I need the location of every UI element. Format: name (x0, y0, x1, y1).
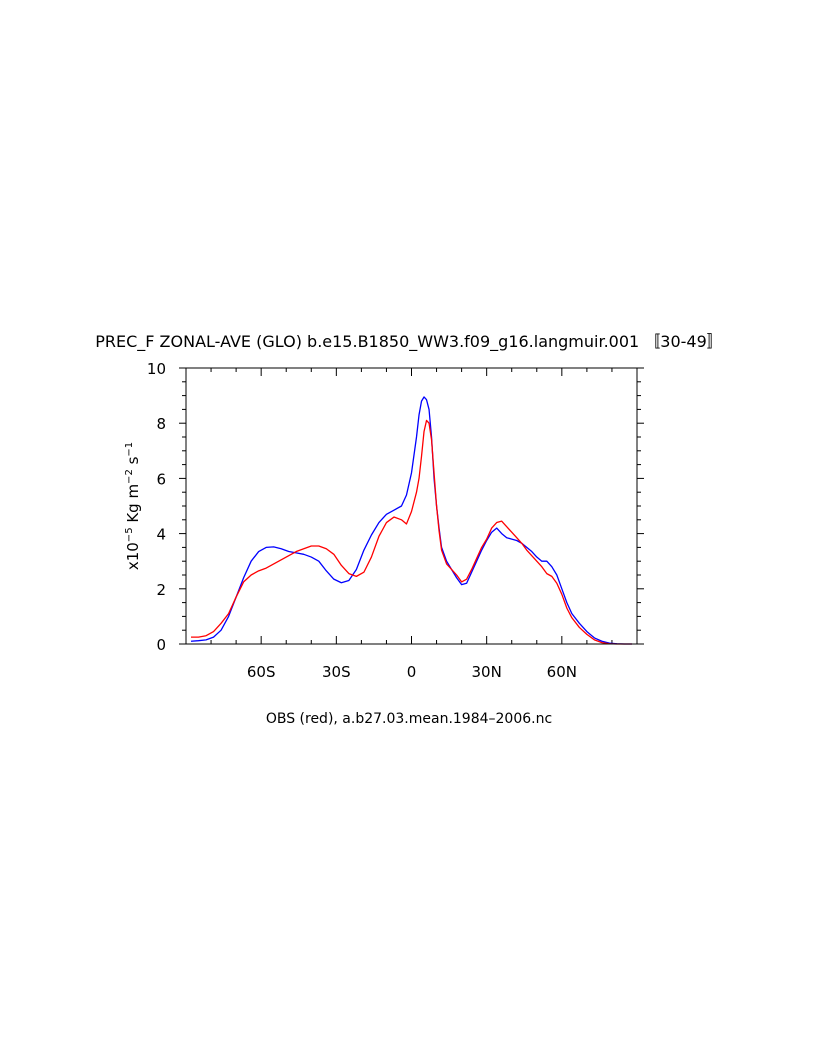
y-axis-label-prefix: x10 (124, 542, 142, 570)
y-tick-label: 2 (156, 581, 166, 599)
y-axis-label-exp: −5 (124, 527, 135, 542)
axis-ticks (179, 367, 644, 645)
x-tick-label: 60N (547, 663, 577, 681)
chart-caption: OBS (red), a.b27.03.mean.1984–2006.nc (266, 711, 552, 727)
y-tick-label: 4 (156, 526, 166, 544)
y-axis-label-mid: Kg m (124, 484, 142, 528)
x-tick-label: 30S (322, 663, 351, 681)
x-tick-label: 30N (472, 663, 502, 681)
y-axis-label: x10−5 Kg m−2 s−1 (124, 442, 142, 570)
x-tick-labels: 60S 30S 0 30N 60N (247, 663, 577, 681)
x-tick-label: 0 (407, 663, 417, 681)
y-tick-label: 8 (156, 415, 166, 433)
y-tick-label: 10 (147, 360, 166, 378)
y-tick-label: 6 (156, 470, 166, 488)
plot-frame (185, 367, 638, 645)
y-axis-label-exp3: −1 (124, 442, 135, 457)
y-axis-label-exp2: −2 (124, 469, 135, 484)
y-tick-labels: 0 2 4 6 8 10 (147, 360, 166, 654)
chart-title: PREC_F ZONAL-AVE (GLO) b.e15.B1850_WW3.f… (95, 332, 723, 352)
y-axis-label-mid2: s (124, 456, 142, 469)
series-line-1 (191, 419, 632, 645)
x-tick-label: 60S (247, 663, 276, 681)
y-tick-label: 0 (156, 636, 166, 654)
series-group (190, 396, 632, 645)
